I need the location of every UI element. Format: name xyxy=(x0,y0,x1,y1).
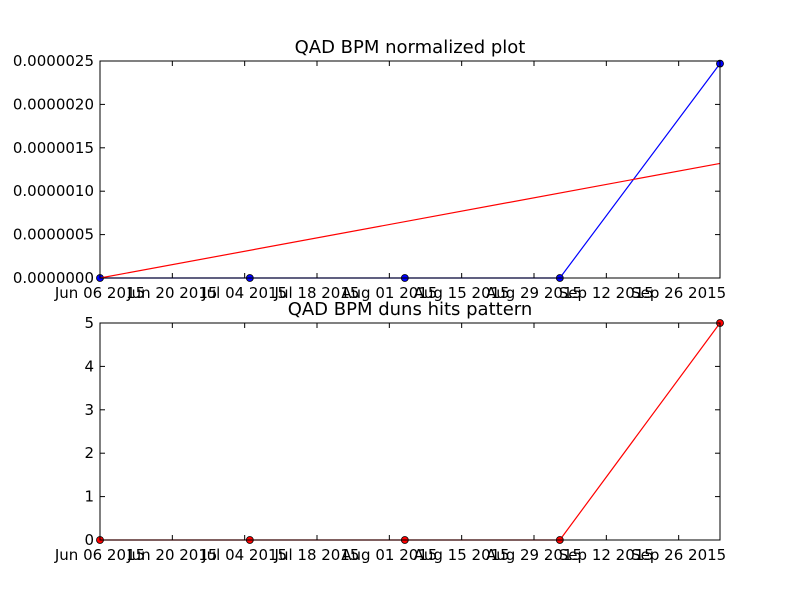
normalized-y-tick-label: 0.0000005 xyxy=(13,226,94,244)
duns-y-tick-label: 3 xyxy=(84,401,94,419)
duns-hits-title: QAD BPM duns hits pattern xyxy=(288,299,533,320)
duns-x-tick-label: Jun 20 2015 xyxy=(126,546,217,564)
duns-x-tick-label: Aug 29 2015 xyxy=(486,546,582,564)
duns-y-tick-label: 2 xyxy=(84,444,94,462)
normalized-y-tick-label: 0.0000025 xyxy=(13,52,94,70)
normalized-y-tick-label: 0.0000000 xyxy=(13,269,94,287)
normalized-x-tick-label: Aug 15 2015 xyxy=(414,284,510,302)
duns-y-tick-label: 4 xyxy=(84,357,94,375)
duns-x-tick-label: Aug 15 2015 xyxy=(414,546,510,564)
normalized-x-tick-label: Jun 06 2015 xyxy=(54,284,145,302)
normalized-plot-title: QAD BPM normalized plot xyxy=(295,37,526,58)
normalized-x-tick-label: Jul 04 2015 xyxy=(201,284,287,302)
duns-x-tick-label: Sep 26 2015 xyxy=(631,546,726,564)
duns-x-tick-label: Jul 18 2015 xyxy=(274,546,360,564)
normalized-y-tick-label: 0.0000020 xyxy=(13,95,94,113)
subplot-duns-hits: QAD BPM duns hits pattern Jun 06 2015Jun… xyxy=(54,299,726,564)
duns-y-tick-label: 5 xyxy=(84,314,94,332)
normalized-y-tick-label: 0.0000010 xyxy=(13,182,94,200)
duns-x-tick-label: Jul 04 2015 xyxy=(201,546,287,564)
normalized-x-tick-label: Aug 01 2015 xyxy=(341,284,437,302)
normalized-series-1-line xyxy=(99,162,721,279)
duns-x-tick-label: Aug 01 2015 xyxy=(341,546,437,564)
normalized-x-tick-label: Aug 29 2015 xyxy=(486,284,582,302)
duns-x-tick-label: Sep 12 2015 xyxy=(559,546,654,564)
normalized-y-tick-label: 0.0000015 xyxy=(13,139,94,157)
duns-y-tick-label: 1 xyxy=(84,488,94,506)
normalized-axes-frame xyxy=(99,60,721,279)
normalized-x-tick-label: Sep 12 2015 xyxy=(559,284,654,302)
normalized-x-tick-label: Jul 18 2015 xyxy=(274,284,360,302)
duns-x-tick-label: Jun 06 2015 xyxy=(54,546,145,564)
normalized-x-tick-label: Sep 26 2015 xyxy=(631,284,726,302)
duns-y-tick-label: 0 xyxy=(84,531,94,549)
normalized-x-tick-label: Jun 20 2015 xyxy=(126,284,217,302)
duns-axes-frame xyxy=(99,322,721,541)
